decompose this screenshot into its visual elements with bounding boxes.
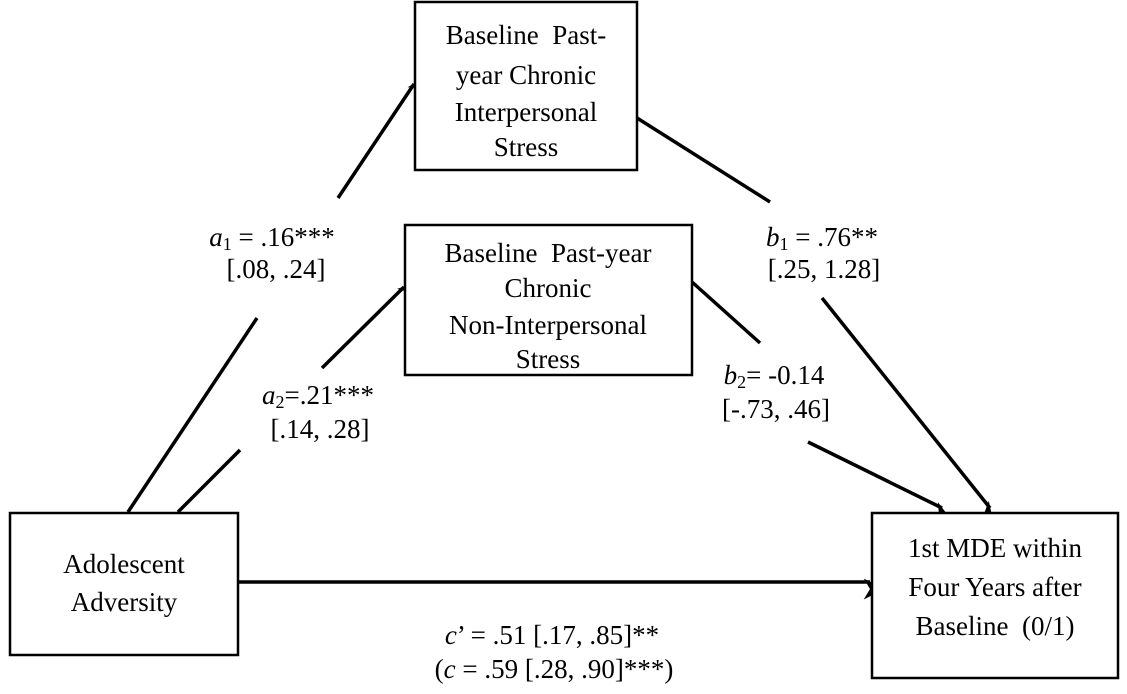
node-label: Stress [516, 344, 581, 374]
node-label: year Chronic [456, 60, 596, 90]
node-label: Stress [494, 132, 559, 162]
edge-label: a2=.21*** [262, 380, 374, 412]
node-label: Baseline Past- [446, 20, 606, 50]
edge-label: c’ = .51 [.17, .85]** [445, 620, 659, 650]
node-label: Four Years after [908, 572, 1081, 602]
arrow [336, 75, 428, 199]
arrow [820, 296, 994, 524]
node-label: Baseline (0/1) [916, 611, 1075, 641]
node-label: Non-Interpersonal [449, 310, 647, 340]
node-box [403, 223, 694, 377]
edge-total: (c = .59 [.28, .90]***) [435, 654, 674, 684]
node-label: Adolescent [63, 549, 185, 579]
edge-ci: [-.73, .46] [722, 394, 830, 424]
edge-ci: [.14, .28] [271, 414, 370, 444]
node-label: Interpersonal [455, 97, 597, 127]
arrow [636, 116, 771, 204]
arrow [126, 317, 259, 513]
node-label: 1st MDE within [908, 533, 1083, 563]
edge-label: b2= -0.14 [724, 360, 825, 392]
edge-ci: [.25, 1.28] [768, 254, 880, 284]
edge-label: b1 = .76** [766, 222, 878, 254]
node-box [413, 0, 639, 172]
arrow [176, 448, 242, 514]
edge-label: a1 = .16*** [209, 222, 334, 254]
arrow [320, 281, 420, 370]
arrow [807, 440, 953, 521]
node-label: Chronic [505, 273, 592, 303]
node-box [8, 511, 240, 657]
node-box [870, 511, 1120, 680]
node-label: Adversity [71, 587, 178, 617]
arrow [690, 280, 762, 345]
edge-ci: [.08, .24] [227, 254, 326, 284]
node-label: Baseline Past-year [445, 238, 652, 268]
